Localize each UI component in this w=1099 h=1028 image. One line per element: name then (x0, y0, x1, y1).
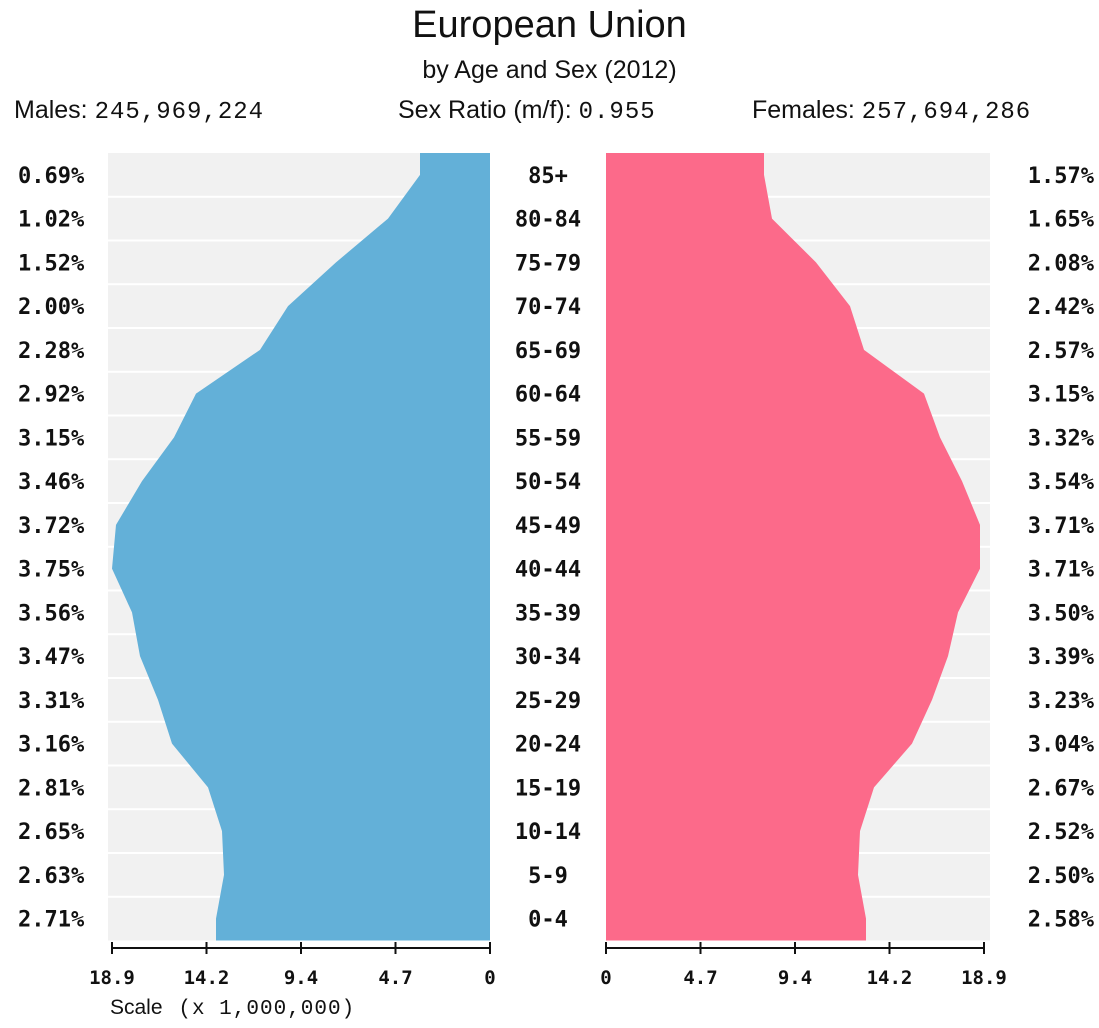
male-percent-label: 2.00% (18, 295, 85, 320)
females-total-value: 257,694,286 (861, 99, 1032, 126)
female-percent-label: 3.54% (1028, 470, 1095, 495)
female-percent-label: 2.42% (1028, 295, 1095, 320)
female-percent-label: 3.71% (1028, 514, 1095, 539)
age-group-label: 30-34 (515, 645, 581, 670)
age-group-label: 20-24 (515, 733, 581, 758)
scale-label: Scale (x 1,000,000) (110, 996, 355, 1021)
age-group-label: 35-39 (515, 601, 581, 626)
right-x-tick-label: 4.7 (683, 967, 717, 989)
age-group-label: 0-4 (528, 908, 568, 933)
chart-title: European Union (412, 4, 687, 46)
chart-subtitle: by Age and Sex (2012) (422, 56, 677, 84)
age-group-label: 15-19 (515, 776, 581, 801)
female-percent-label: 2.67% (1028, 776, 1095, 801)
female-percent-label: 1.57% (1028, 164, 1095, 189)
right-x-tick-label: 0 (600, 967, 611, 989)
males-total-label: Males: (14, 96, 88, 124)
right-x-tick-label: 9.4 (778, 967, 812, 989)
left-x-tick-label: 4.7 (378, 967, 412, 989)
age-group-label: 75-79 (515, 251, 581, 276)
females-total: Females: 257,694,286 (752, 96, 1031, 126)
male-percent-label: 2.65% (18, 820, 85, 845)
female-percent-label: 3.15% (1028, 383, 1095, 408)
female-percent-label: 1.65% (1028, 208, 1095, 233)
male-percent-label: 3.46% (18, 470, 85, 495)
sex-ratio-value: 0.955 (578, 99, 656, 126)
age-group-label: 85+ (528, 164, 568, 189)
male-percent-label: 3.56% (18, 601, 85, 626)
female-percent-label: 2.52% (1028, 820, 1095, 845)
scale-multiplier: (x 1,000,000) (178, 998, 356, 1021)
female-percent-label: 3.50% (1028, 601, 1095, 626)
females-area (606, 153, 980, 941)
male-percent-label: 1.02% (18, 208, 85, 233)
male-percent-label: 3.72% (18, 514, 85, 539)
female-percent-label: 2.57% (1028, 339, 1095, 364)
female-percent-label: 3.23% (1028, 689, 1095, 714)
right-x-tick-label: 18.9 (961, 967, 1007, 989)
right-x-tick-label: 14.2 (867, 967, 913, 989)
male-percent-label: 1.52% (18, 251, 85, 276)
male-percent-label: 3.47% (18, 645, 85, 670)
male-percent-label: 2.71% (18, 908, 85, 933)
scale-label-text: Scale (110, 996, 163, 1019)
female-percent-label: 3.71% (1028, 558, 1095, 583)
age-group-label: 10-14 (515, 820, 581, 845)
males-total-value: 245,969,224 (94, 99, 265, 126)
female-percent-label: 2.58% (1028, 908, 1095, 933)
males-total: Males: 245,969,224 (14, 96, 264, 126)
age-group-label: 80-84 (515, 208, 581, 233)
male-percent-label: 0.69% (18, 164, 85, 189)
age-group-label: 65-69 (515, 339, 581, 364)
age-group-label: 55-59 (515, 426, 581, 451)
age-group-label: 60-64 (515, 383, 581, 408)
age-group-label: 45-49 (515, 514, 581, 539)
male-percent-label: 2.63% (18, 864, 85, 889)
age-group-label: 70-74 (515, 295, 581, 320)
sex-ratio: Sex Ratio (m/f): 0.955 (398, 96, 656, 126)
female-percent-label: 3.32% (1028, 426, 1095, 451)
sex-ratio-label: Sex Ratio (m/f): (398, 96, 572, 124)
age-group-label: 50-54 (515, 470, 581, 495)
male-percent-label: 3.75% (18, 558, 85, 583)
female-percent-label: 3.04% (1028, 733, 1095, 758)
male-percent-label: 2.28% (18, 339, 85, 364)
male-percent-label: 3.16% (18, 733, 85, 758)
male-percent-label: 3.31% (18, 689, 85, 714)
left-x-tick-label: 9.4 (284, 967, 318, 989)
females-total-label: Females: (752, 96, 855, 124)
males-area (112, 153, 490, 941)
left-x-tick-label: 18.9 (89, 967, 135, 989)
male-percent-label: 2.81% (18, 776, 85, 801)
male-percent-label: 3.15% (18, 426, 85, 451)
left-x-tick-label: 14.2 (184, 967, 230, 989)
left-x-tick-label: 0 (484, 967, 495, 989)
age-group-label: 25-29 (515, 689, 581, 714)
age-group-label: 40-44 (515, 558, 581, 583)
female-percent-label: 2.50% (1028, 864, 1095, 889)
female-percent-label: 3.39% (1028, 645, 1095, 670)
female-percent-label: 2.08% (1028, 251, 1095, 276)
age-group-label: 5-9 (528, 864, 568, 889)
male-percent-label: 2.92% (18, 383, 85, 408)
